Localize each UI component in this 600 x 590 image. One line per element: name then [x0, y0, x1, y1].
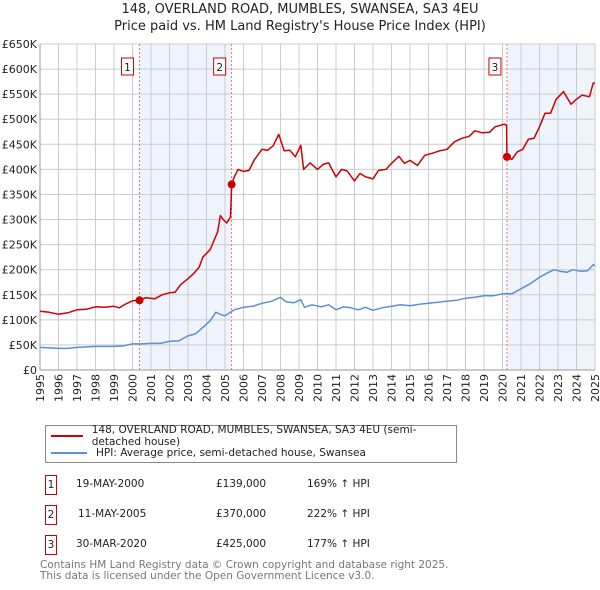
transaction-hpi: 169% ↑ HPI — [307, 478, 370, 490]
x-tick-label: 2002 — [164, 374, 177, 402]
x-tick-label: 2000 — [127, 374, 140, 402]
y-tick-label: £150K — [2, 289, 38, 302]
x-tick-label: 2018 — [460, 374, 473, 402]
hpi-line — [39, 263, 596, 350]
transaction-badge: 1 — [45, 475, 57, 495]
sale-point — [135, 296, 144, 305]
y-tick-label: £100K — [2, 314, 38, 327]
transaction-price: £139,000 — [216, 478, 267, 490]
transaction-price: £425,000 — [216, 538, 267, 550]
footer: Contains HM Land Registry data © Crown c… — [40, 560, 448, 582]
footer-licence: This data is licensed under the Open Gov… — [40, 570, 375, 582]
transaction-date: 30-MAR-2020 — [76, 538, 147, 550]
x-tick-label: 2013 — [367, 374, 380, 402]
x-tick-label: 2024 — [571, 374, 584, 402]
x-tick-label: 2023 — [552, 374, 565, 402]
legend-line-hpi — [51, 452, 87, 454]
price-chart: 1995 1996 1997 1998 1999 2000 2001 2002 2003 2004… — [2, 38, 600, 402]
transaction-badge: 3 — [45, 535, 57, 555]
transaction-date: 19-MAY-2000 — [76, 478, 145, 490]
sale-point — [502, 152, 511, 161]
transaction-row: 3 30-MAR-2020 £425,000 177% ↑ HPI — [45, 535, 445, 555]
chart-title: 148, OVERLAND ROAD, MUMBLES, SWANSEA, SA… — [121, 2, 479, 17]
footer-copyright: Contains HM Land Registry data © Crown c… — [40, 559, 449, 571]
x-tick-label: 2021 — [515, 374, 528, 402]
x-tick-label: 2008 — [275, 374, 288, 402]
x-tick-label: 2019 — [478, 374, 491, 402]
legend-item-hpi: HPI: Average price, semi-detached house,… — [51, 445, 366, 461]
x-tick-label: 1998 — [90, 374, 103, 402]
x-tick-label: 2011 — [330, 374, 343, 402]
x-tick-label: 2020 — [497, 374, 510, 402]
x-tick-label: 2012 — [349, 374, 362, 402]
transaction-hpi: 177% ↑ HPI — [307, 538, 370, 550]
y-tick-label: £0 — [23, 364, 37, 377]
x-tick-label: 2006 — [238, 374, 251, 402]
legend-line-property — [51, 435, 83, 437]
x-tick-label: 2016 — [423, 374, 436, 402]
y-tick-label: £600K — [2, 63, 38, 76]
y-tick-label: £450K — [2, 138, 38, 151]
transaction-badge: 2 — [45, 505, 57, 525]
y-tick-label: £50K — [9, 339, 38, 352]
x-tick-label: 2017 — [441, 374, 454, 402]
sale-badge — [213, 57, 227, 76]
x-tick-label: 2014 — [386, 374, 399, 402]
shaded-period — [139, 44, 232, 370]
x-tick-label: 2015 — [404, 374, 417, 402]
y-tick-label: £200K — [2, 264, 38, 277]
y-tick-label: £400K — [2, 163, 38, 176]
transaction-date: 11-MAY-2005 — [78, 508, 147, 520]
x-tick-label: 1997 — [71, 374, 84, 402]
x-tick-label: 2007 — [256, 374, 269, 402]
shaded-period — [506, 44, 595, 370]
x-tick-label: 2009 — [293, 374, 306, 402]
x-tick-label: 2004 — [201, 374, 214, 402]
sale-badge-label: 1 — [124, 62, 131, 74]
y-tick-label: £500K — [2, 113, 38, 126]
y-tick-label: £550K — [2, 88, 38, 101]
y-tick-label: £250K — [2, 239, 38, 252]
sale-badge — [488, 57, 502, 76]
x-tick-label: 2025 — [589, 374, 600, 402]
legend: 148, OVERLAND ROAD, MUMBLES, SWANSEA, SA… — [45, 424, 457, 463]
transaction-row: 1 19-MAY-2000 £139,000 169% ↑ HPI — [45, 475, 445, 495]
sale-point — [227, 180, 236, 189]
legend-item-property: 148, OVERLAND ROAD, MUMBLES, SWANSEA, SA… — [51, 424, 456, 448]
x-tick-label: 1999 — [108, 374, 121, 402]
sale-badge — [121, 57, 135, 76]
x-tick-label: 2005 — [219, 374, 232, 402]
chart-subtitle: Price paid vs. HM Land Registry's House … — [114, 19, 486, 34]
sale-badge-label: 3 — [492, 62, 499, 74]
y-tick-label: £650K — [2, 38, 38, 51]
x-tick-label: 1996 — [53, 374, 66, 402]
x-tick-label: 2001 — [145, 374, 158, 402]
transaction-hpi: 222% ↑ HPI — [307, 508, 370, 520]
transaction-price: £370,000 — [216, 508, 267, 520]
x-tick-label: 1995 — [34, 374, 47, 402]
transaction-row: 2 11-MAY-2005 £370,000 222% ↑ HPI — [45, 505, 445, 525]
legend-label-property: 148, OVERLAND ROAD, MUMBLES, SWANSEA, SA… — [91, 424, 417, 448]
legend-label-hpi: HPI: Average price, semi-detached house,… — [96, 447, 366, 459]
y-tick-label: £350K — [2, 188, 38, 201]
x-tick-label: 2022 — [534, 374, 547, 402]
y-tick-label: £300K — [2, 214, 38, 227]
x-tick-label: 2010 — [312, 374, 325, 402]
x-tick-label: 2003 — [182, 374, 195, 402]
sale-badge-label: 2 — [216, 62, 223, 74]
